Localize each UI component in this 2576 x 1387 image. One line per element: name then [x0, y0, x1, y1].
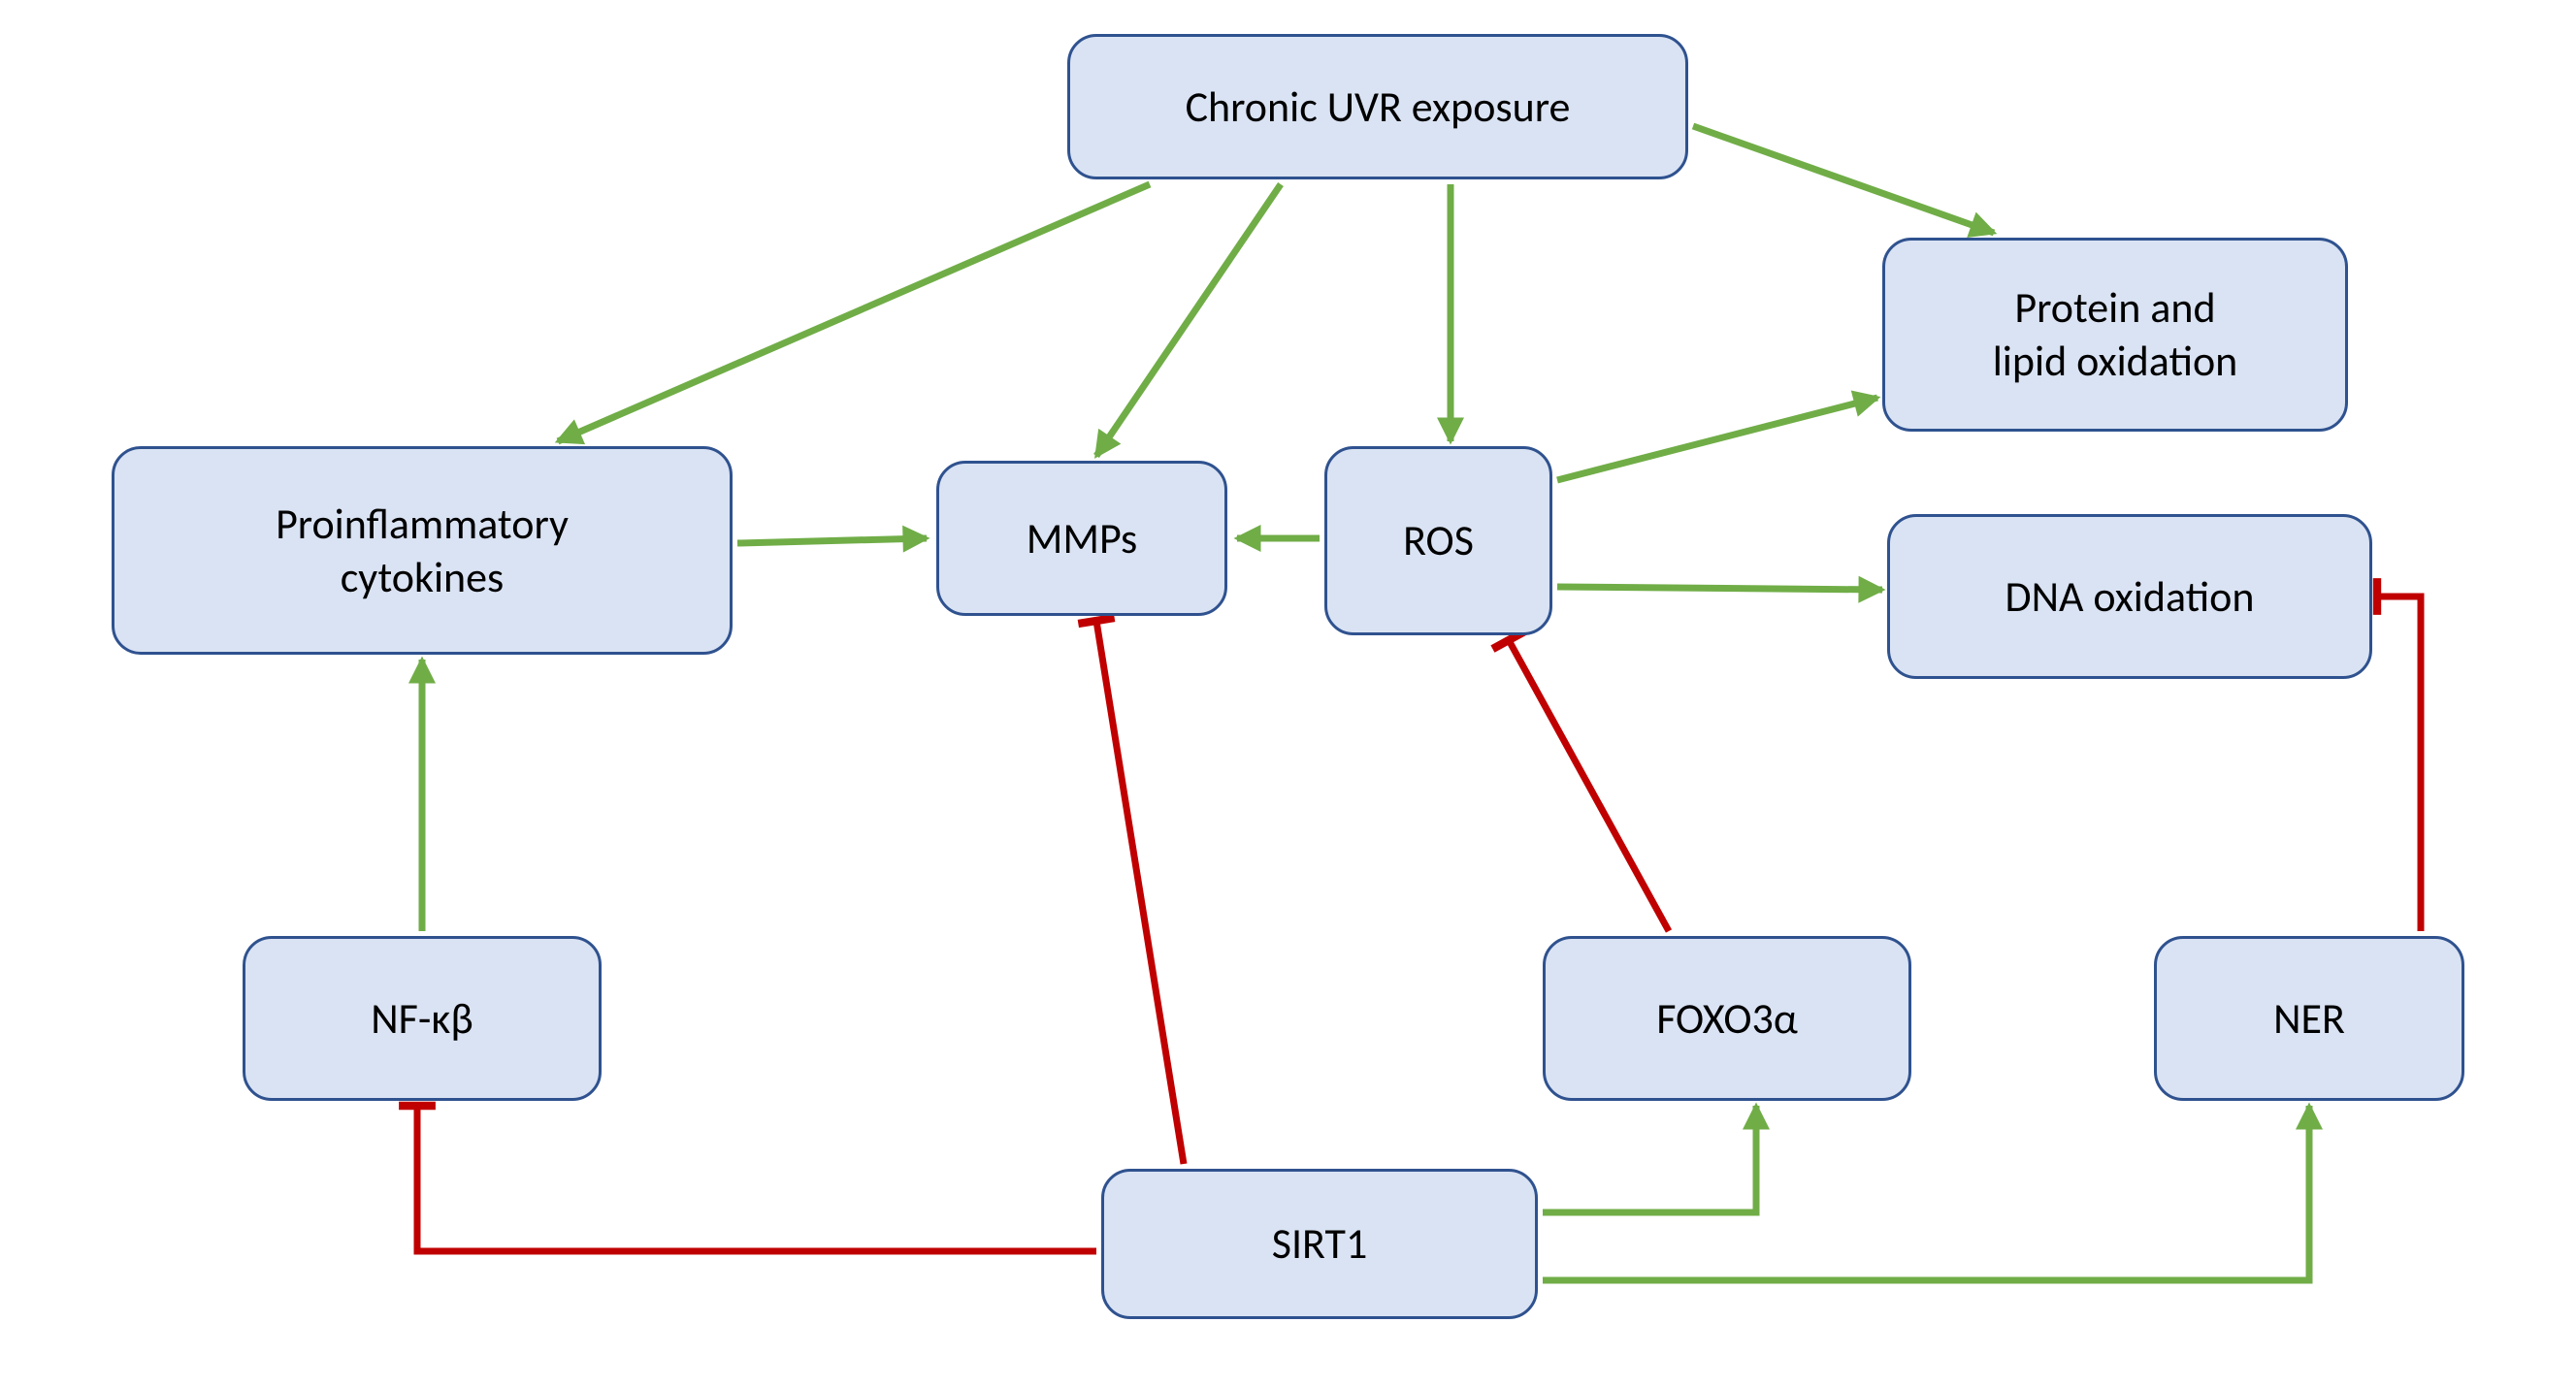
node-mmps: MMPs — [936, 461, 1227, 616]
edge-cytokines_r-mmps_l — [737, 538, 927, 543]
edge-ner_t-dna_r — [2377, 597, 2421, 931]
node-ner: NER — [2154, 936, 2464, 1101]
node-ros: ROS — [1324, 446, 1552, 635]
node-uvr: Chronic UVR exposure — [1067, 34, 1688, 179]
node-dna: DNA oxidation — [1887, 514, 2372, 679]
edge-ros_r1-protein_b — [1557, 398, 1877, 480]
edge-sirt1_r1-foxo3a_b — [1543, 1106, 1756, 1212]
edge-uvr_bl-cytokines_t — [558, 184, 1150, 441]
node-foxo3a: FOXO3α — [1543, 936, 1911, 1101]
node-sirt1: SIRT1 — [1101, 1169, 1538, 1319]
edge-ros_r2-dna_l — [1557, 587, 1882, 590]
edge-sirt1_t-mmps_b — [1096, 621, 1184, 1164]
diagram-canvas: Chronic UVR exposure Proinflammatory cyto… — [0, 0, 2576, 1387]
node-nfkb: NF-κβ — [243, 936, 602, 1101]
node-cytokines: Proinflammatory cytokines — [112, 446, 733, 655]
edge-foxo3a_t-ros_b — [1509, 640, 1669, 931]
node-protein: Protein and lipid oxidation — [1882, 238, 2348, 432]
edge-sirt1_r2-ner_b — [1543, 1106, 2309, 1280]
edge-sirt1_l-nfkb_b — [417, 1106, 1096, 1251]
edge-uvr_b1-mmps_t — [1096, 184, 1281, 456]
edge-uvr_r-protein_t — [1693, 126, 1994, 233]
